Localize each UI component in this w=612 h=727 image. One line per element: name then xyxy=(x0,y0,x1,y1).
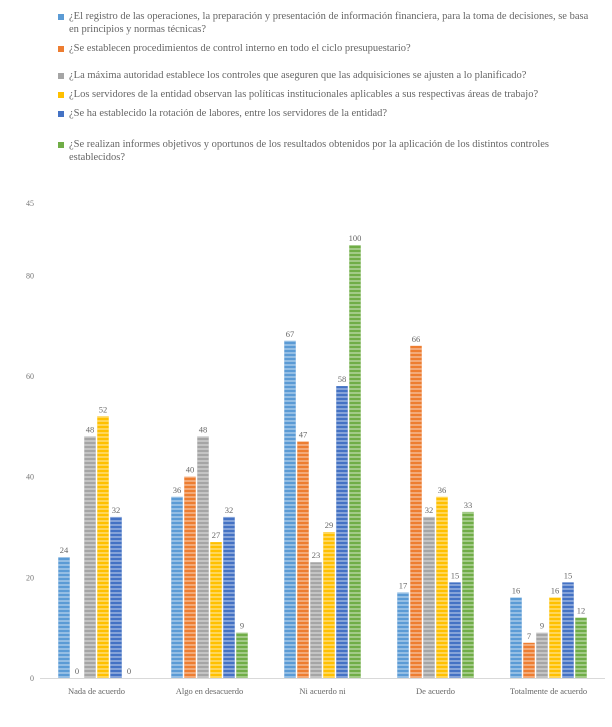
data-label: 100 xyxy=(349,233,362,243)
bar-texture xyxy=(97,416,109,678)
bar-texture xyxy=(410,345,422,678)
legend-swatch xyxy=(58,111,64,117)
x-category-label: Algo en desacuerdo xyxy=(176,686,244,696)
y-tick-label: 40 xyxy=(26,473,34,482)
x-category-label: De acuerdo xyxy=(416,686,455,696)
legend-item: ¿El registro de las operaciones, la prep… xyxy=(58,10,598,36)
data-label: 32 xyxy=(225,505,234,515)
legend-label: ¿Se establecen procedimientos de control… xyxy=(69,43,411,54)
legend: ¿El registro de las operaciones, la prep… xyxy=(58,10,598,170)
legend-swatch xyxy=(58,73,64,79)
bar-texture xyxy=(236,632,248,678)
bar-texture xyxy=(310,562,322,678)
data-label: 7 xyxy=(527,631,531,641)
data-label: 32 xyxy=(425,505,434,515)
bar-texture xyxy=(549,597,561,678)
bar-texture xyxy=(336,386,348,678)
legend-label: ¿Los servidores de la entidad observan l… xyxy=(69,89,539,100)
data-label: 67 xyxy=(286,329,295,339)
bar-texture xyxy=(536,632,548,678)
data-label: 15 xyxy=(451,570,460,580)
data-label: 33 xyxy=(464,500,473,510)
data-label: 36 xyxy=(438,485,447,495)
data-label: 16 xyxy=(512,585,521,595)
data-label: 66 xyxy=(412,334,421,344)
bar-texture xyxy=(575,617,587,678)
data-label: 36 xyxy=(173,485,182,495)
data-label: 32 xyxy=(112,505,121,515)
data-label: 16 xyxy=(551,585,560,595)
y-tick-label: 60 xyxy=(26,372,34,381)
bar-texture xyxy=(523,642,535,678)
data-label: 9 xyxy=(540,621,544,631)
data-label: 23 xyxy=(312,550,321,560)
legend-label: ¿Se ha establecido la rotación de labore… xyxy=(69,108,388,119)
legend-label: ¿Se realizan informes objetivos y oportu… xyxy=(69,139,549,163)
bar-texture xyxy=(184,476,196,678)
data-label: 0 xyxy=(127,666,131,676)
bar-texture xyxy=(197,436,209,678)
legend-item: ¿Se establecen procedimientos de control… xyxy=(58,42,598,55)
data-label: 48 xyxy=(86,424,95,434)
legend-swatch xyxy=(58,92,64,98)
data-label: 48 xyxy=(199,424,208,434)
y-tick-label: 20 xyxy=(26,573,34,582)
bar-texture xyxy=(84,436,96,678)
bar-texture xyxy=(349,245,361,678)
bar-texture xyxy=(462,511,474,678)
bar-texture xyxy=(562,582,574,678)
legend-item: ¿La máxima autoridad establece los contr… xyxy=(58,69,598,82)
bar-texture xyxy=(223,516,235,678)
y-tick-label: 0 xyxy=(30,674,34,683)
data-label: 29 xyxy=(325,520,334,530)
legend-swatch xyxy=(58,142,64,148)
bar-texture xyxy=(397,592,409,678)
legend-label: ¿La máxima autoridad establece los contr… xyxy=(69,70,527,81)
y-tick-label: 80 xyxy=(26,271,34,280)
x-category-label: Ni acuerdo ni xyxy=(299,686,346,696)
bar-texture xyxy=(284,340,296,678)
data-label: 58 xyxy=(338,374,347,384)
bar-texture xyxy=(210,542,222,678)
data-label: 47 xyxy=(299,429,308,439)
data-label: 12 xyxy=(577,606,586,616)
x-category-label: Totalmente de acuerdo xyxy=(510,686,587,696)
bar-texture xyxy=(323,532,335,678)
legend-label: ¿El registro de las operaciones, la prep… xyxy=(69,11,589,35)
data-label: 17 xyxy=(399,580,408,590)
legend-item: ¿Se realizan informes objetivos y oportu… xyxy=(58,138,598,164)
bar-texture xyxy=(58,557,70,678)
bar-texture xyxy=(449,582,461,678)
legend-swatch xyxy=(58,14,64,20)
bar-texture xyxy=(110,516,122,678)
data-label: 9 xyxy=(240,621,244,631)
data-label: 52 xyxy=(99,404,108,414)
y-tick-label: 45 xyxy=(26,199,34,208)
data-label: 15 xyxy=(564,570,573,580)
bar-texture xyxy=(510,597,522,678)
bar-texture xyxy=(436,496,448,678)
data-label: 40 xyxy=(186,465,195,475)
data-label: 27 xyxy=(212,530,221,540)
legend-item: ¿Los servidores de la entidad observan l… xyxy=(58,88,598,101)
bar-texture xyxy=(423,516,435,678)
x-category-label: Nada de acuerdo xyxy=(68,686,125,696)
bar-texture xyxy=(297,441,309,678)
legend-swatch xyxy=(58,46,64,52)
bar-texture xyxy=(171,496,183,678)
legend-item: ¿Se ha establecido la rotación de labore… xyxy=(58,107,598,120)
data-label: 24 xyxy=(60,545,69,555)
data-label: 0 xyxy=(75,666,79,676)
